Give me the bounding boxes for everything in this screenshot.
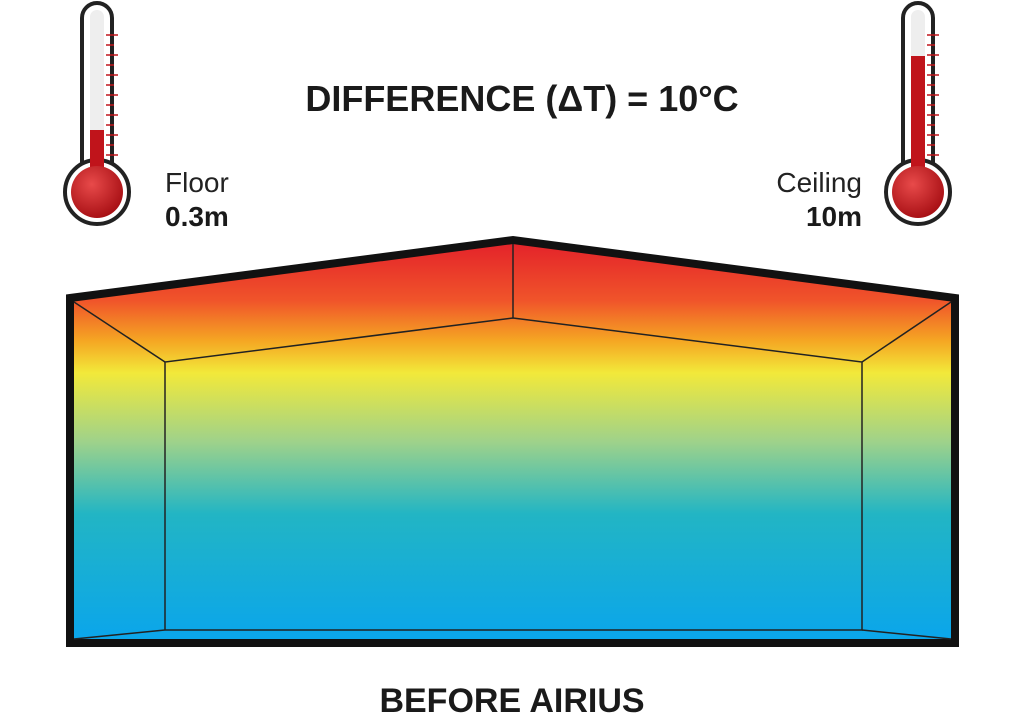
floor-height: 0.3m	[165, 201, 229, 232]
title: DIFFERENCE (ΔT) = 10°C	[305, 78, 738, 119]
ceiling-height: 10m	[806, 201, 862, 232]
floor-label: Floor	[165, 167, 229, 198]
inner-lines	[73, 244, 952, 640]
building-outline	[66, 235, 959, 647]
caption: BEFORE AIRIUS	[379, 682, 644, 720]
thermometer-ceiling	[884, 1, 952, 226]
thermometer-floor	[63, 1, 131, 226]
building	[66, 235, 959, 647]
ceiling-label: Ceiling	[776, 167, 862, 198]
